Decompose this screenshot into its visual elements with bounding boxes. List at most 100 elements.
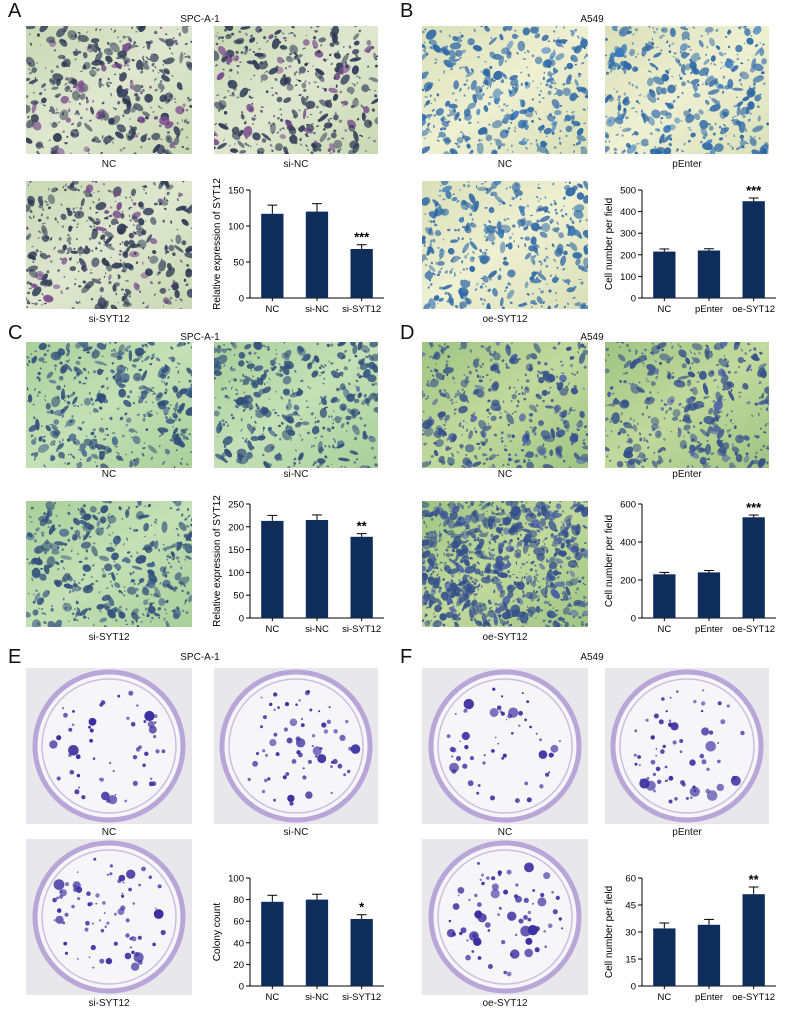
y-tick-label: 100 bbox=[228, 874, 244, 885]
panel-d: D A549 NC pEnter oe-SYT12 0 200 400 600 Cell numb… bbox=[400, 322, 784, 646]
bar bbox=[742, 201, 765, 298]
panel-letter: D bbox=[400, 322, 415, 344]
bar bbox=[350, 919, 373, 986]
y-tick-label: 150 bbox=[228, 186, 244, 197]
y-tick-label: 250 bbox=[228, 500, 244, 511]
image-caption: si-SYT12 bbox=[88, 632, 130, 643]
image-caption: pEnter bbox=[672, 827, 702, 838]
bar-chart: 0 15 30 45 60 Cell number per field NC pEnter oe… bbox=[600, 868, 780, 1008]
panel-title: A549 bbox=[580, 14, 604, 25]
colony-dots bbox=[52, 857, 166, 971]
bar bbox=[261, 901, 284, 986]
micrograph-3 bbox=[422, 839, 588, 995]
x-tick-label: si-NC bbox=[305, 992, 329, 1003]
y-tick-label: 200 bbox=[228, 522, 244, 533]
bar bbox=[350, 249, 373, 298]
image-caption: NC bbox=[101, 469, 117, 480]
colony-dots bbox=[247, 690, 361, 806]
x-tick-label: si-SYT12 bbox=[342, 992, 381, 1003]
y-tick-label: 200 bbox=[620, 576, 636, 587]
panel-title: SPC-A-1 bbox=[180, 14, 220, 25]
x-tick-label: NC bbox=[265, 624, 279, 635]
y-axis-label: Cell number per field bbox=[604, 886, 615, 978]
micrograph-3 bbox=[422, 181, 588, 309]
x-tick-label: pEnter bbox=[695, 304, 723, 315]
bar-chart: 0 50 100 150 Relative expression of SYT12 NC s… bbox=[208, 178, 388, 320]
x-tick-label: oe-SYT12 bbox=[732, 624, 775, 635]
panel-letter: B bbox=[400, 0, 414, 22]
significance-label: * bbox=[359, 900, 365, 915]
cell-texture bbox=[422, 342, 588, 468]
bar bbox=[261, 520, 284, 618]
y-tick-label: 400 bbox=[620, 207, 636, 218]
micrograph-1 bbox=[26, 342, 192, 468]
bar bbox=[653, 251, 676, 298]
y-tick-label: 0 bbox=[239, 294, 244, 305]
bar bbox=[305, 520, 329, 618]
significance-label: ** bbox=[357, 519, 368, 534]
micrograph-2 bbox=[605, 26, 769, 154]
y-tick-label: 40 bbox=[233, 938, 244, 949]
panel-title: A549 bbox=[580, 332, 604, 343]
x-tick-label: pEnter bbox=[695, 992, 723, 1003]
bar bbox=[653, 574, 676, 618]
y-tick-label: 100 bbox=[620, 272, 636, 283]
bar-chart: 0 200 400 600 Cell number per field NC pEnter o… bbox=[600, 494, 780, 640]
image-caption: si-NC bbox=[283, 469, 309, 480]
cell-texture bbox=[422, 26, 588, 154]
bar bbox=[697, 250, 721, 298]
x-tick-label: si-SYT12 bbox=[342, 624, 381, 635]
y-tick-label: 400 bbox=[620, 538, 636, 549]
x-tick-label: NC bbox=[657, 992, 671, 1003]
bar bbox=[742, 517, 765, 618]
y-tick-label: 50 bbox=[233, 258, 244, 269]
x-tick-label: si-SYT12 bbox=[342, 304, 381, 315]
bar-chart: 0 50 100 150 200 250 Relative expression of SY… bbox=[208, 494, 388, 640]
y-tick-label: 0 bbox=[631, 294, 636, 305]
bar bbox=[350, 536, 373, 618]
y-tick-label: 0 bbox=[631, 614, 636, 625]
micrograph-1 bbox=[26, 668, 192, 824]
x-tick-label: NC bbox=[657, 304, 671, 315]
bar bbox=[697, 572, 721, 618]
colony-dots bbox=[633, 689, 745, 804]
panel-title: SPC-A-1 bbox=[180, 652, 220, 663]
y-tick-label: 60 bbox=[233, 917, 244, 928]
cell-texture bbox=[422, 181, 588, 309]
y-tick-label: 30 bbox=[625, 928, 636, 939]
image-caption: si-SYT12 bbox=[88, 998, 130, 1009]
image-caption: NC bbox=[497, 827, 513, 838]
y-axis-label: Cell number per field bbox=[604, 515, 615, 607]
y-axis-label: Cell number per field bbox=[604, 198, 615, 290]
micrograph-1 bbox=[26, 26, 192, 154]
cell-texture bbox=[26, 501, 192, 627]
panel-title: A549 bbox=[580, 652, 604, 663]
y-tick-label: 20 bbox=[233, 960, 244, 971]
image-caption: pEnter bbox=[672, 469, 702, 480]
panel-letter: E bbox=[8, 646, 22, 668]
bar bbox=[305, 899, 329, 986]
image-caption: oe-SYT12 bbox=[482, 632, 528, 643]
y-tick-label: 60 bbox=[625, 874, 636, 885]
image-caption: NC bbox=[497, 469, 513, 480]
image-caption: si-NC bbox=[283, 827, 309, 838]
x-tick-label: si-NC bbox=[305, 624, 329, 635]
x-tick-label: pEnter bbox=[695, 624, 723, 635]
cell-texture bbox=[26, 342, 192, 468]
y-tick-label: 0 bbox=[239, 614, 244, 625]
y-axis-label: Relative expression of SYT12 bbox=[212, 178, 223, 310]
image-caption: NC bbox=[497, 159, 513, 170]
panel-c: C SPC-A-1 NC si-NC si-SYT12 0 50 100 150 200 250 Re… bbox=[8, 322, 392, 646]
image-caption: oe-SYT12 bbox=[482, 998, 528, 1009]
image-caption: si-NC bbox=[283, 159, 309, 170]
y-tick-label: 45 bbox=[625, 901, 636, 912]
y-tick-label: 50 bbox=[233, 591, 244, 602]
cell-texture bbox=[26, 181, 192, 309]
micrograph-3 bbox=[422, 501, 588, 627]
colony-dots bbox=[49, 690, 166, 805]
x-tick-label: oe-SYT12 bbox=[732, 304, 775, 315]
cell-texture bbox=[214, 342, 378, 468]
cell-texture bbox=[605, 342, 769, 468]
micrograph-1 bbox=[422, 26, 588, 154]
x-tick-label: NC bbox=[265, 304, 279, 315]
